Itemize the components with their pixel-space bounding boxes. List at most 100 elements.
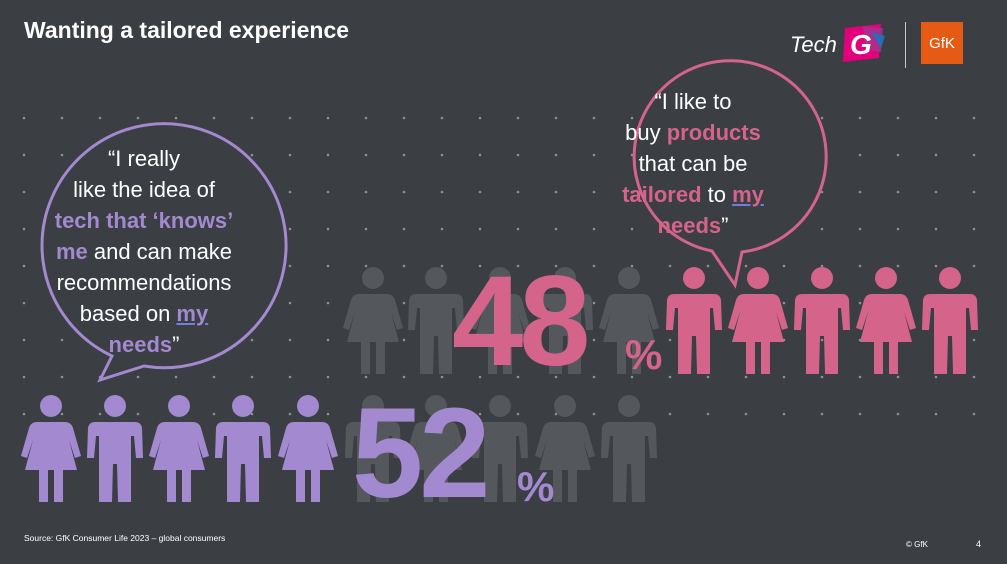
grid-dot — [326, 153, 330, 157]
grid-dot — [858, 190, 862, 194]
grid-dot — [592, 338, 596, 342]
grid-dot — [440, 264, 444, 268]
quote-right-line-3: that can be — [638, 151, 748, 176]
grid-dot — [478, 116, 482, 120]
grid-dot — [288, 227, 292, 231]
quote-left-line-6: based on — [79, 301, 177, 326]
grid-dot — [288, 116, 292, 120]
grid-dot — [60, 412, 64, 416]
grid-dot — [22, 190, 26, 194]
grid-dot — [136, 412, 140, 416]
person-icon-gray-woman — [535, 395, 595, 502]
grid-dot — [402, 116, 406, 120]
grid-dot — [516, 153, 520, 157]
grid-dot — [934, 412, 938, 416]
grid-dot — [896, 116, 900, 120]
grid-dot — [174, 375, 178, 379]
grid-dot — [820, 264, 824, 268]
grid-dot — [896, 227, 900, 231]
grid-dot — [972, 412, 976, 416]
grid-dot — [896, 412, 900, 416]
speech-bubble-right — [632, 59, 828, 289]
grid-dot — [934, 116, 938, 120]
quote-right-line-2: buy — [625, 120, 667, 145]
grid-dot — [250, 412, 254, 416]
grid-dot — [744, 375, 748, 379]
grid-dot — [896, 375, 900, 379]
grid-dot — [136, 116, 140, 120]
quote-right-close: ” — [721, 213, 729, 238]
grid-dot — [896, 153, 900, 157]
grid-dot — [288, 412, 292, 416]
quote-left-highlight-needs: needs — [108, 332, 173, 357]
quote-right-underlined-my: my — [732, 182, 764, 207]
grid-dot — [592, 301, 596, 305]
person-icon-purple-man — [87, 395, 143, 502]
grid-dot — [326, 338, 330, 342]
quote-left-close: ” — [172, 332, 180, 357]
person-icon-pink-woman — [728, 267, 788, 374]
person-icon-pink-man — [922, 267, 978, 374]
grid-dot — [934, 227, 938, 231]
grid-dot — [934, 375, 938, 379]
grid-dot — [972, 338, 976, 342]
grid-dot — [592, 116, 596, 120]
grid-dot — [516, 264, 520, 268]
grid-dot — [326, 301, 330, 305]
grid-dot — [858, 412, 862, 416]
grid-dot — [364, 153, 368, 157]
grid-dot — [250, 116, 254, 120]
grid-dot — [592, 227, 596, 231]
grid-dot — [440, 227, 444, 231]
grid-dot — [820, 375, 824, 379]
grid-dot — [364, 375, 368, 379]
grid-dot — [782, 375, 786, 379]
grid-dot — [250, 153, 254, 157]
stat-52-value: 52 — [352, 382, 490, 525]
grid-dot — [744, 412, 748, 416]
grid-dot — [440, 116, 444, 120]
grid-dot — [896, 264, 900, 268]
quote-right: “I like to buy products that can be tail… — [598, 86, 788, 241]
person-icon-gray-man — [601, 395, 657, 502]
quote-left-highlight-2: me — [55, 239, 88, 264]
grid-dot — [820, 227, 824, 231]
grid-dot — [402, 338, 406, 342]
grid-dot — [478, 153, 482, 157]
grid-dot — [516, 116, 520, 120]
stat-52-percent-sign: % — [517, 463, 555, 510]
stat-48-percent-sign: % — [625, 331, 663, 378]
grid-dot — [744, 264, 748, 268]
grid-dot — [972, 375, 976, 379]
person-icon-gray-man — [537, 267, 593, 374]
person-icon-gray-man — [345, 395, 401, 502]
grid-dot — [212, 116, 216, 120]
grid-dot — [630, 190, 634, 194]
stat-48-value: 48 — [452, 250, 590, 393]
person-icon-purple-woman — [21, 395, 81, 502]
person-icon-pink-man — [666, 267, 722, 374]
grid-dot — [288, 153, 292, 157]
grid-dot — [858, 375, 862, 379]
grid-dot — [250, 375, 254, 379]
grid-dot — [820, 338, 824, 342]
grid-dot — [402, 375, 406, 379]
grid-dot — [668, 375, 672, 379]
quote-right-mid: to — [701, 182, 733, 207]
grid-dot — [402, 227, 406, 231]
grid-dot — [516, 412, 520, 416]
grid-dot — [98, 116, 102, 120]
quote-left-underlined-my: my — [176, 301, 209, 326]
grid-dot — [630, 264, 634, 268]
grid-dot — [212, 375, 216, 379]
grid-dot — [592, 412, 596, 416]
grid-dot — [934, 190, 938, 194]
grid-dot — [554, 153, 558, 157]
grid-dot — [136, 375, 140, 379]
grid-dot — [288, 190, 292, 194]
grid-dot — [554, 412, 558, 416]
grid-dot — [668, 412, 672, 416]
quote-left-line-5: recommendations — [56, 270, 232, 295]
person-icon-gray-man — [472, 395, 528, 502]
